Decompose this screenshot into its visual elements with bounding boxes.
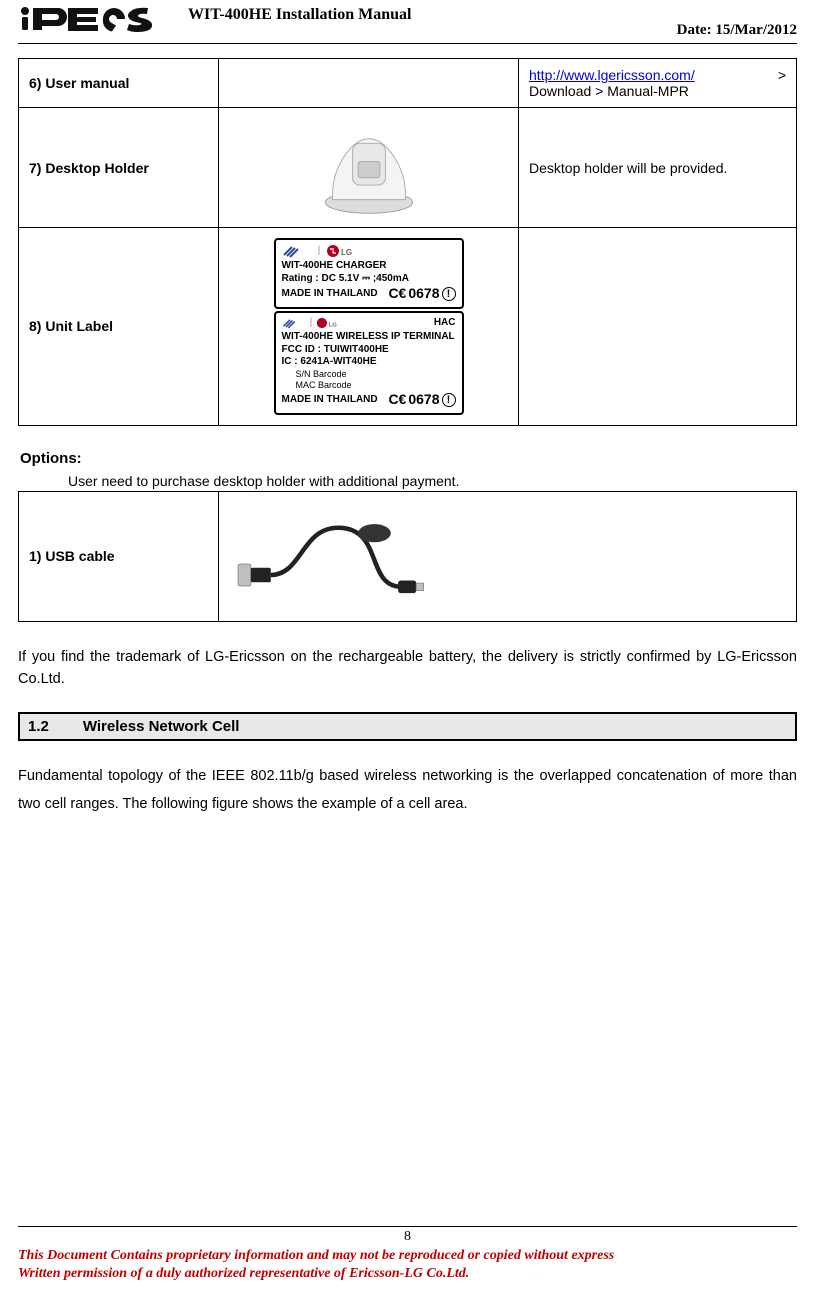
header-date: Date: 15/Mar/2012 xyxy=(677,4,797,39)
table-row: 8) Unit Label | LG WIT-400HE CHARGER Rat… xyxy=(19,228,797,426)
hac-label: HAC xyxy=(434,317,456,330)
unit-label-charger: | LG WIT-400HE CHARGER Rating : DC 5.1V … xyxy=(274,238,464,309)
lg-logo-icon: LG xyxy=(316,317,338,329)
row-desc-empty xyxy=(519,228,797,426)
desktop-holder-icon xyxy=(314,116,424,216)
row-image xyxy=(219,491,797,621)
breadcrumb-separator: > xyxy=(778,67,786,83)
section-title: Wireless Network Cell xyxy=(83,718,240,735)
logo xyxy=(18,4,178,32)
row-image-empty xyxy=(219,59,519,108)
svg-text:LG: LG xyxy=(329,322,338,328)
row-desc: http://www.lgericsson.com/ > Download > … xyxy=(519,59,797,108)
label-made: MADE IN THAILAND xyxy=(282,394,378,407)
manual-title: WIT-400HE Installation Manual xyxy=(188,4,411,24)
row-label: 6) User manual xyxy=(19,59,219,108)
table-row: 6) User manual http://www.lgericsson.com… xyxy=(19,59,797,108)
page-number: 8 xyxy=(18,1229,797,1245)
label-fcc: FCC ID : TUIWIT400HE xyxy=(282,344,456,357)
options-subtext: User need to purchase desktop holder wit… xyxy=(68,473,797,489)
usb-cable-icon xyxy=(229,500,429,610)
row-label: 8) Unit Label xyxy=(19,228,219,426)
ce-mark: C€0678! xyxy=(388,391,455,409)
ericsson-logo-icon xyxy=(282,244,312,258)
components-table: 6) User manual http://www.lgericsson.com… xyxy=(18,58,797,426)
label-title: WIT-400HE WIRELESS IP TERMINAL xyxy=(282,331,456,344)
label-logos: | LG HAC xyxy=(282,317,456,330)
manual-link[interactable]: http://www.lgericsson.com/ xyxy=(529,67,695,83)
ipecs-logo-icon xyxy=(18,4,178,32)
footer-line2: Written permission of a duly authorized … xyxy=(18,1265,797,1283)
section-number: 1.2 xyxy=(28,718,49,735)
row-label: 1) USB cable xyxy=(19,491,219,621)
ce-mark: C€0678! xyxy=(388,285,455,303)
ericsson-logo-icon xyxy=(282,317,306,329)
row-image xyxy=(219,108,519,228)
header-rule xyxy=(18,43,797,44)
label-sn: S/N Barcode xyxy=(282,369,456,380)
row-desc: Desktop holder will be provided. xyxy=(519,108,797,228)
label-made: MADE IN THAILAND xyxy=(282,288,378,301)
ce-alert-icon: ! xyxy=(442,393,456,407)
table-row: 7) Desktop Holder Desktop holder will be… xyxy=(19,108,797,228)
ce-alert-icon: ! xyxy=(442,287,456,301)
label-ic: IC : 6241A-WIT40HE xyxy=(282,356,456,369)
header-left: WIT-400HE Installation Manual xyxy=(18,4,411,32)
topology-paragraph: Fundamental topology of the IEEE 802.11b… xyxy=(18,763,797,818)
table-row: 1) USB cable xyxy=(19,491,797,621)
lg-logo-icon: LG xyxy=(326,244,352,258)
label-rating: Rating : DC 5.1V ⎓ ;450mA xyxy=(282,273,456,286)
page-header: WIT-400HE Installation Manual Date: 15/M… xyxy=(18,0,797,39)
page-footer: 8 This Document Contains proprietary inf… xyxy=(18,1226,797,1282)
label-mac: MAC Barcode xyxy=(282,380,456,391)
ce-number: 0678 xyxy=(408,285,439,303)
label-title: WIT-400HE CHARGER xyxy=(282,260,456,273)
section-heading-bar: 1.2 Wireless Network Cell xyxy=(18,712,797,741)
row-image: | LG WIT-400HE CHARGER Rating : DC 5.1V … xyxy=(219,228,519,426)
ce-number: 0678 xyxy=(408,391,439,409)
svg-text:LG: LG xyxy=(341,248,352,257)
manual-path: Download > Manual-MPR xyxy=(529,83,786,99)
options-table: 1) USB cable xyxy=(18,491,797,622)
trademark-paragraph: If you find the trademark of LG-Ericsson… xyxy=(18,646,797,691)
footer-rule xyxy=(18,1226,797,1227)
label-logos: | LG xyxy=(282,244,456,258)
row-label: 7) Desktop Holder xyxy=(19,108,219,228)
options-heading: Options: xyxy=(20,450,797,467)
unit-label-terminal: | LG HAC WIT-400HE WIRELESS IP TERMINAL … xyxy=(274,311,464,415)
footer-line1: This Document Contains proprietary infor… xyxy=(18,1247,797,1265)
